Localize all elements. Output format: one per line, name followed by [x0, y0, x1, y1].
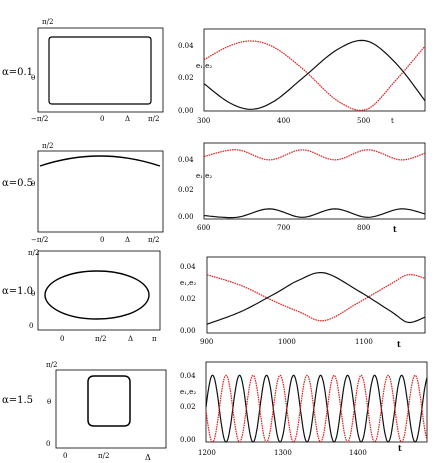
row-1-time-panel: 0.04 0.02 0.00 e₁,e₂ 300 400 500 t [178, 28, 426, 125]
row-3-phase-xtick-1: π/2 [95, 335, 106, 343]
row-4-time-panel: 0.04 0.02 0.00 e₁,e₂ 1200 1300 1400 t [180, 361, 428, 457]
row-1-time-xtick-2: 500 [357, 117, 370, 125]
row-4-phase-panel: π/2 θ 0 0 π/2 Δ [46, 361, 167, 462]
row-3-alpha-label: α=1.0 [2, 286, 33, 297]
row-1-time-ytick-1: 0.02 [178, 74, 194, 82]
row-1-series-1-line [203, 40, 426, 111]
row-3-time-xlabel: t [397, 339, 401, 349]
row-2-time-ytick-1: 0.02 [178, 186, 194, 194]
row-3-phase-panel: π/2 θ 0 0 π/2 Δ π [28, 249, 161, 343]
row-1-phase-xtick-0: −π/2 [31, 115, 48, 123]
row-2-phase-xtick-1: 0 [100, 236, 104, 244]
row-2-phase-ytick-0: π/2 [42, 142, 53, 150]
row-2-phase-panel: π/2 θ −π/2 0 Δ π/2 [31, 142, 164, 244]
row-1-time-xtick-0: 300 [197, 117, 210, 125]
row-4-time-xtick-0: 1200 [198, 449, 216, 457]
row-1-phase-ytick-0: π/2 [42, 18, 53, 26]
row-3-time-ytick-1: 0.02 [180, 295, 196, 303]
row-4-phase-ylabel: θ [47, 398, 51, 406]
row-3-time-ylabel: e₁,e₂ [180, 279, 196, 287]
row-2-time-xtick-1: 700 [277, 224, 290, 232]
row-4-phase-curve [87, 375, 131, 427]
row-3-time-xtick-1: 1000 [278, 338, 296, 346]
row-3: α=1.0 π/2 θ 0 0 π/2 Δ π 0.04 0.02 0.00 e… [2, 249, 426, 349]
time-series-curves [203, 39, 428, 443]
row-2-time-xtick-2: 800 [357, 224, 370, 232]
row-4-time-ytick-2: 0.00 [180, 436, 196, 444]
row-1-time-xtick-1: 400 [277, 117, 290, 125]
row-3-time-ytick-0: 0.04 [180, 263, 196, 271]
row-3-phase-xtick-0: 0 [60, 335, 64, 343]
row-2-phase-curve [39, 155, 161, 167]
row-1-phase-xtick-2: π/2 [148, 115, 159, 123]
row-4-phase-xtick-1: π/2 [98, 452, 109, 460]
row-4-time-xtick-2: 1400 [349, 449, 367, 457]
row-3-phase-ylabel: θ [31, 290, 35, 298]
row-4: α=1.5 π/2 θ 0 0 π/2 Δ 0.04 0.02 0.00 e₁,… [2, 361, 428, 462]
row-2-phase-xtick-0: −π/2 [31, 236, 48, 244]
row-3-phase-ytick-1: 0 [29, 322, 33, 330]
row-3-phase-curve [44, 270, 150, 320]
row-3-time-ytick-2: 0.00 [180, 327, 196, 335]
row-1-time-xlabel: t [391, 117, 394, 125]
row-3-phase-ytick-0: π/2 [28, 249, 39, 257]
row-1-phase-ylabel: θ [31, 74, 35, 82]
row-3-phase-xtick-2: π [152, 335, 157, 343]
row-4-time-xtick-1: 1300 [274, 449, 292, 457]
row-4-time-ytick-0: 0.04 [180, 372, 196, 380]
row-3-time-xtick-2: 1100 [355, 338, 373, 346]
row-2-time-xlabel: t [393, 224, 397, 234]
row-4-time-ytick-1: 0.02 [180, 403, 196, 411]
row-4-phase-ytick-1: 0 [46, 440, 50, 448]
row-4-series-1-line [205, 374, 428, 443]
row-1-series-2-line [203, 39, 426, 110]
row-4-series-2-line [205, 374, 428, 443]
row-2-phase-ylabel: θ [31, 180, 35, 188]
row-3-time-panel: 0.04 0.02 0.00 e₁,e₂ 900 1000 1100 t [180, 256, 426, 349]
row-4-phase-xtick-0: 0 [63, 452, 67, 460]
row-2-series-1-line [203, 149, 426, 161]
row-4-time-xlabel: t [398, 443, 402, 453]
row-4-phase-xlabel: Δ [145, 453, 151, 462]
row-1-phase-xtick-1: 0 [100, 115, 104, 123]
row-2-time-xtick-0: 600 [197, 224, 210, 232]
row-2-time-ytick-2: 0.00 [178, 213, 194, 221]
row-1-alpha-label: α=0.1 [2, 67, 33, 78]
row-1-time-ytick-2: 0.00 [178, 107, 194, 115]
row-1-time-ylabel: e₁,e₂ [196, 62, 212, 70]
row-2-phase-xlabel: Δ [125, 236, 130, 244]
row-1-phase-xlabel: Δ [125, 115, 130, 123]
row-2-phase-xtick-2: π/2 [148, 236, 159, 244]
row-1-phase-panel: π/2 θ −π/2 0 Δ π/2 [31, 18, 164, 123]
row-1-phase-curve [48, 36, 152, 105]
row-3-phase-xlabel: Δ [128, 335, 133, 343]
row-4-time-ylabel: e₁,e₂ [180, 388, 196, 396]
row-4-phase-ytick-0: π/2 [46, 361, 57, 369]
row-1: α=0.1 π/2 θ −π/2 0 Δ π/2 0.04 0.02 0.00 … [2, 18, 426, 125]
row-3-series-1-line [206, 273, 426, 322]
row-4-alpha-label: α=1.5 [2, 395, 33, 406]
row-2-time-ylabel: e₁,e₂ [196, 172, 212, 180]
row-1-time-ytick-0: 0.04 [178, 42, 194, 50]
row-3-series-2-line [206, 272, 426, 325]
row-2-time-panel: 0.04 0.02 0.00 e₁,e₂ 600 700 800 t [178, 142, 426, 234]
row-2-alpha-label: α=0.5 [2, 178, 33, 189]
row-3-time-xtick-0: 900 [200, 338, 213, 346]
row-2: α=0.5 π/2 θ −π/2 0 Δ π/2 0.04 0.02 0.00 … [2, 142, 426, 244]
row-2-time-ytick-0: 0.04 [178, 156, 194, 164]
row-2-series-2-line [203, 208, 426, 219]
